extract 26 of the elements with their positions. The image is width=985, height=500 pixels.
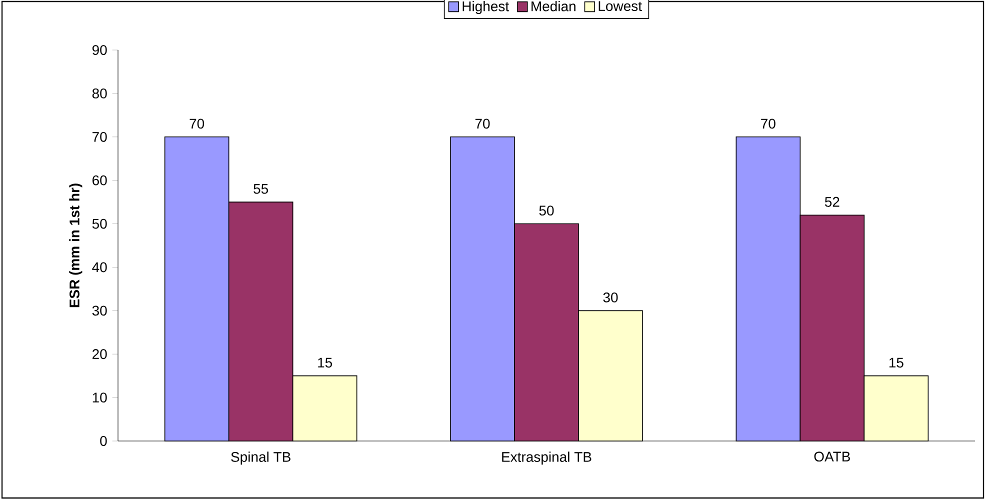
data-label: 15 [318,358,332,368]
data-label: 30 [603,292,618,302]
x-tick-label: Spinal TB [231,452,290,465]
data-label: 15 [889,358,904,368]
data-label: 52 [824,196,840,207]
y-tick-label: 40 [92,262,107,272]
legend-label: Highest [462,1,509,14]
y-tick-label: 10 [92,392,107,403]
legend-label: Median [532,1,576,12]
data-label: 70 [475,118,490,129]
y-tick-label: 60 [92,175,107,186]
x-tick-label: Extraspinal TB [502,452,592,465]
data-label: 70 [761,118,776,129]
data-label: 55 [254,184,268,194]
y-axis-title: ESR (mm in 1st hr) [69,184,82,308]
y-tick-label: 80 [92,88,107,98]
y-tick-label: 30 [92,306,107,316]
y-tick-label: 0 [100,436,107,446]
y-tick-label: 20 [92,349,107,360]
y-tick-label: 90 [92,45,107,55]
data-label: 70 [190,118,204,129]
data-label: 50 [539,206,554,216]
y-tick-label: 70 [92,132,107,142]
legend-label: Lowest [598,1,642,12]
x-tick-label: OATB [814,452,850,462]
y-tick-label: 50 [92,218,107,229]
